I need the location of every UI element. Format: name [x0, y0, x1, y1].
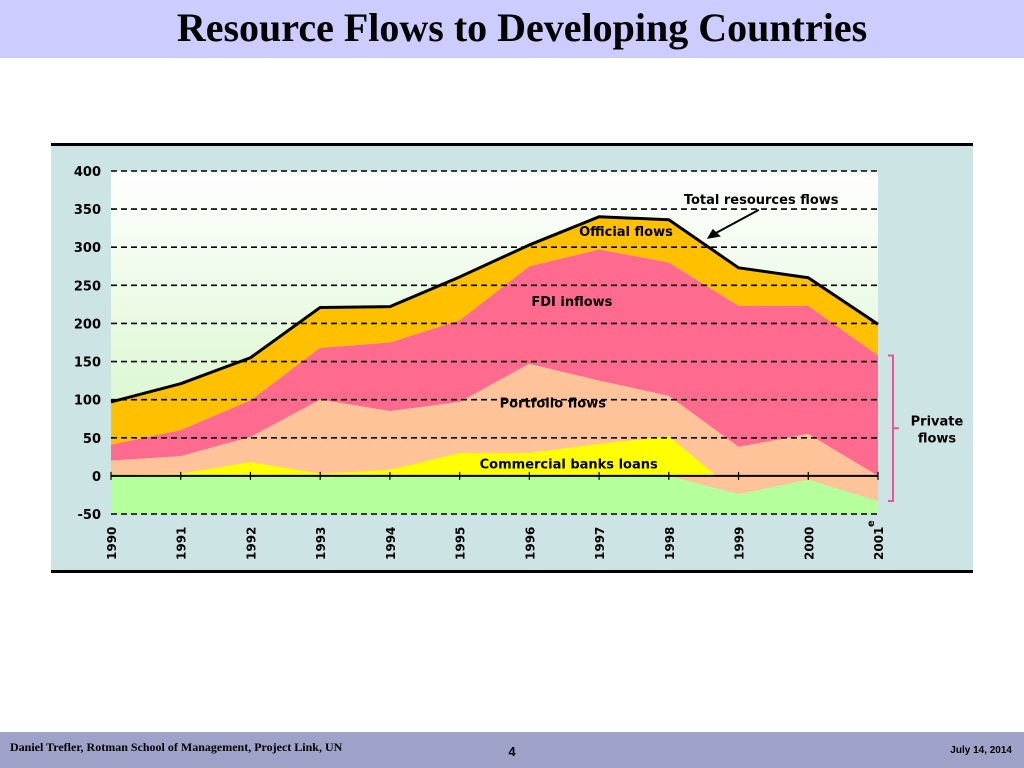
fdi-inflows-area: [111, 249, 878, 476]
x-tick-label: 1997: [593, 527, 607, 560]
y-tick-label: 300: [74, 241, 101, 256]
y-tick-label: 400: [74, 165, 101, 180]
annotation-arrow: [710, 208, 760, 237]
y-tick-label: -50: [78, 508, 102, 523]
x-tick-label: 1994: [384, 527, 398, 560]
fdi-inflows-label: FDI inflows: [531, 295, 612, 310]
y-tick-label: 0: [92, 470, 101, 485]
x-tick-label: 1995: [454, 527, 468, 560]
x-tick-label: 1993: [314, 527, 328, 560]
y-tick-label: 150: [74, 356, 101, 371]
page-number: 4: [508, 744, 516, 759]
chart-panel: 400 350 300 250 200 150 100 50 0 -50 1990 1991 1992 1…: [51, 143, 973, 573]
footer-date: July 14, 2014: [950, 745, 1012, 756]
annotation-arrowhead: [706, 228, 721, 239]
y-tick-label: 350: [74, 203, 101, 218]
commercial-banks-label: Commercial banks loans: [480, 457, 658, 472]
y-tick-label: 100: [74, 394, 101, 409]
x-tick-label: 1998: [663, 527, 677, 560]
commercial-banks-area: [111, 436, 717, 476]
x-note-label: e: [866, 520, 877, 527]
official-flows-label: Official flows: [579, 225, 673, 240]
x-tick-label: 1992: [244, 527, 258, 560]
x-tick-label: 1990: [105, 527, 119, 560]
y-tick-label: 250: [74, 279, 101, 294]
x-tick-label: 1996: [523, 527, 537, 560]
total-flows-label: Total resources flows: [684, 193, 839, 208]
private-flows-label-line2: flows: [918, 431, 957, 446]
x-tick-label: 2001: [872, 527, 886, 560]
x-tick-label: 1991: [175, 527, 189, 560]
portfolio-flows-label: Portfolio flows: [500, 396, 607, 411]
total-flows-line: [110, 215, 879, 404]
x-tick-label: 2000: [802, 527, 816, 560]
footer: Daniel Trefler, Rotman School of Managem…: [0, 732, 1024, 768]
private-flows-bracket: [888, 354, 894, 503]
x-tick-label: 1999: [733, 527, 747, 560]
y-tick-label: 200: [74, 317, 101, 332]
y-tick-label: 50: [83, 432, 101, 447]
private-flows-label-line1: Private: [911, 414, 964, 429]
slide-title: Resource Flows to Developing Countries: [176, 5, 868, 50]
footer-author: Daniel Trefler, Rotman School of Managem…: [10, 740, 343, 754]
title-bar: Resource Flows to Developing Countries: [0, 0, 1024, 58]
